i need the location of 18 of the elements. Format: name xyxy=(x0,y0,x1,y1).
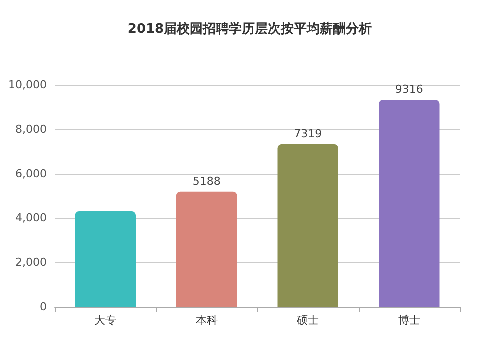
x-tick-label: 硕士 xyxy=(296,314,320,327)
bar xyxy=(75,212,136,307)
bar xyxy=(176,192,238,307)
y-tick-label: 0 xyxy=(40,300,47,314)
y-tick-label: 6,000 xyxy=(16,167,47,180)
y-tick-label: 4,000 xyxy=(16,212,47,225)
y-tick-label: 2,000 xyxy=(16,256,47,270)
bar xyxy=(278,144,338,307)
data-label: 5188 xyxy=(192,174,221,188)
chart-title: 2018届校园招聘学历层次按平均薪酬分析 xyxy=(128,21,372,37)
x-tick-label: 大专 xyxy=(94,314,117,327)
data-label: 9316 xyxy=(395,83,424,96)
x-tick-label: 博士 xyxy=(398,314,420,327)
y-tick-label: 10,000 xyxy=(8,78,47,92)
bar xyxy=(379,100,440,307)
data-label: 7319 xyxy=(294,128,322,141)
y-tick-label: 8,000 xyxy=(16,122,47,136)
x-tick-label: 本科 xyxy=(196,314,218,327)
